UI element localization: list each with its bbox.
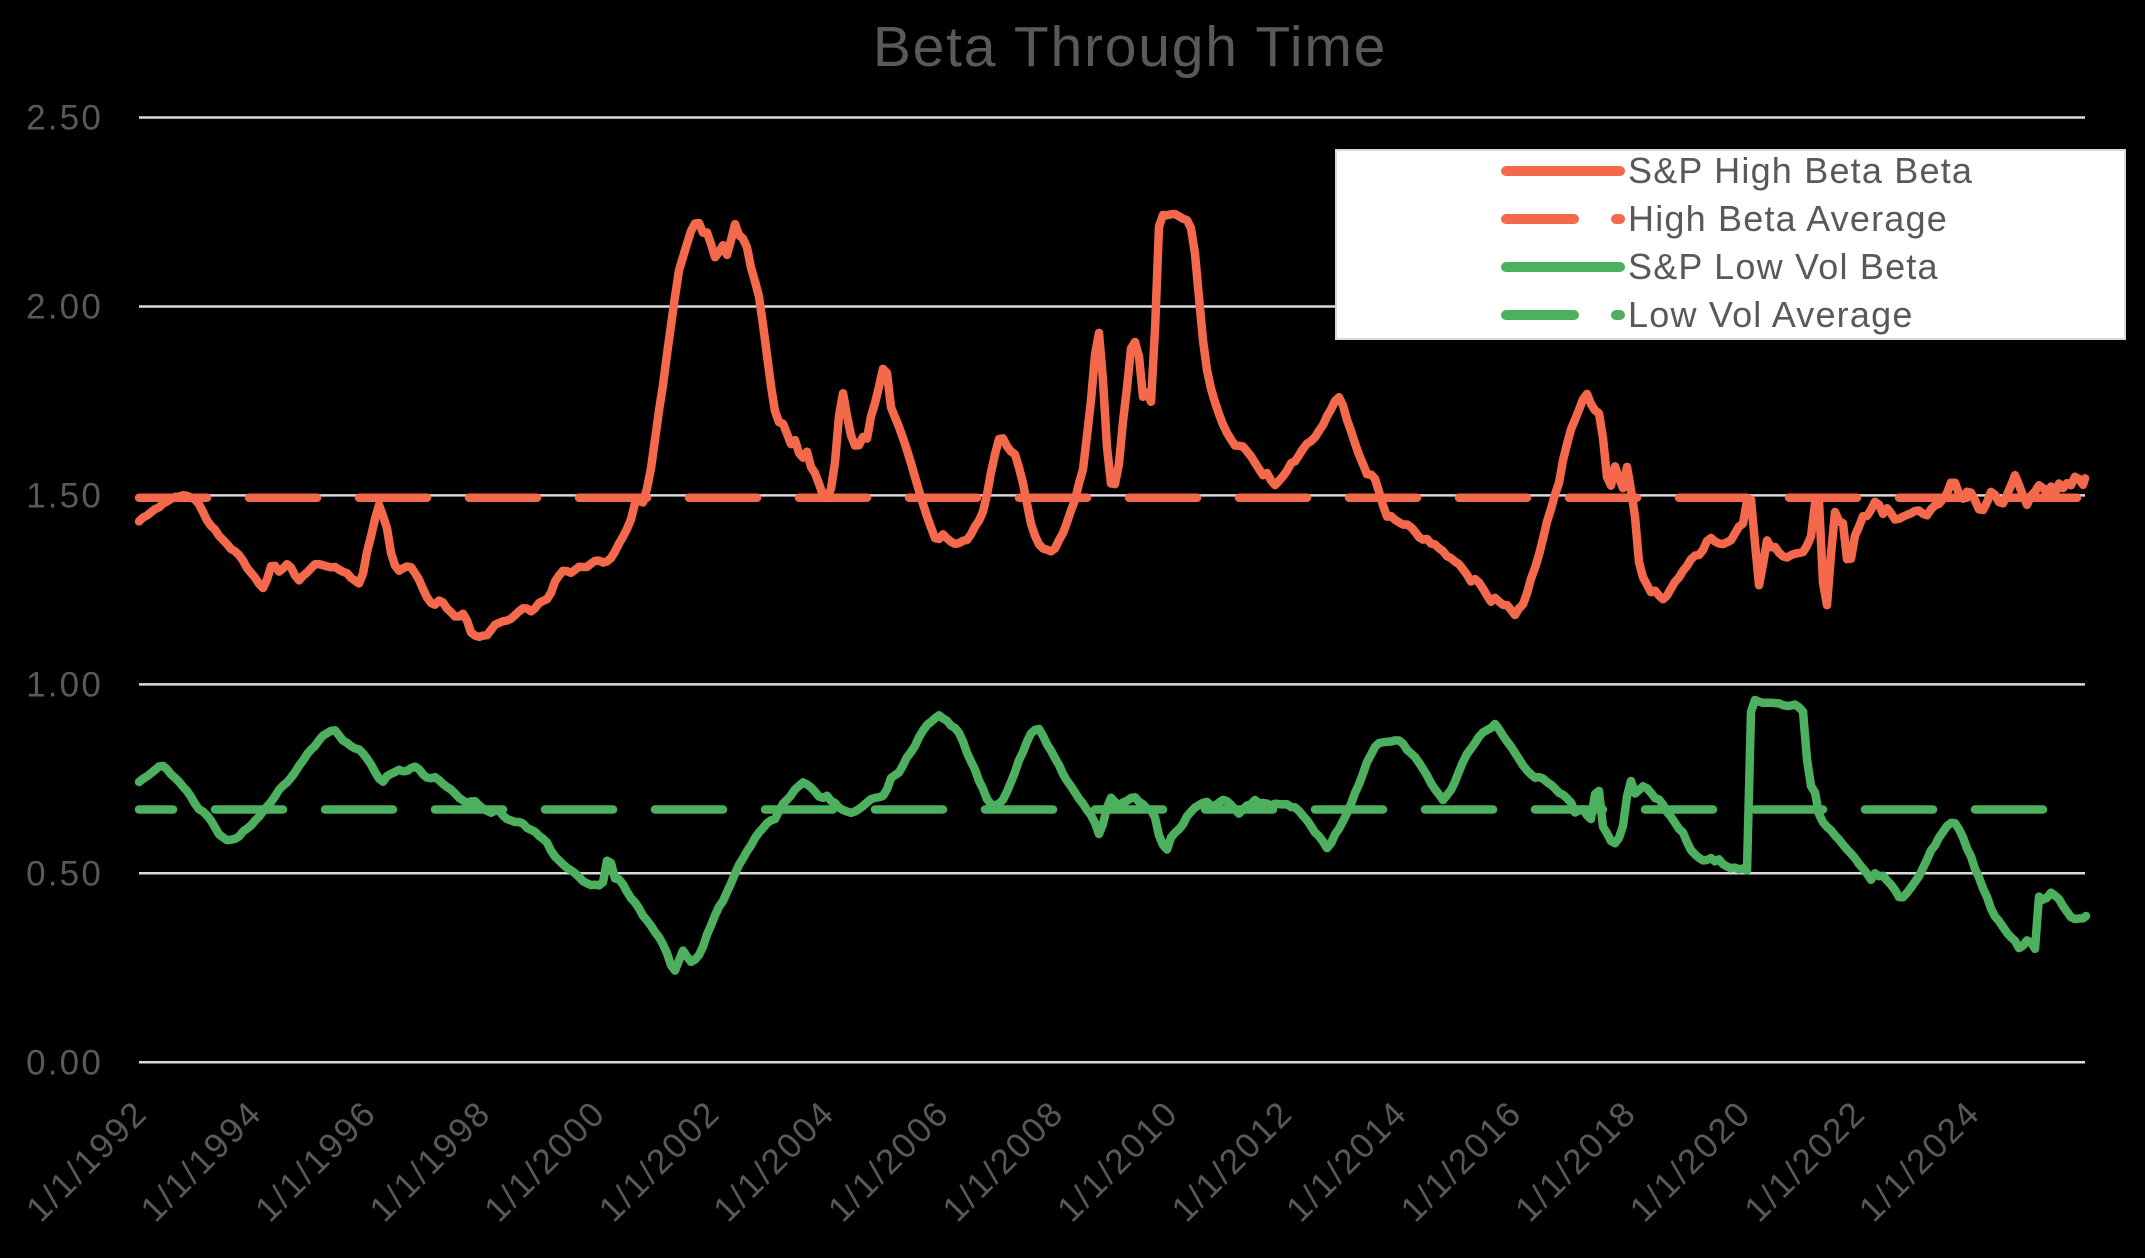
svg-text:S&P Low Vol Beta: S&P Low Vol Beta [1628,246,1939,287]
svg-text:1.50: 1.50 [26,476,103,515]
svg-text:High Beta Average: High Beta Average [1628,198,1948,239]
svg-text:2.50: 2.50 [26,99,103,138]
svg-text:S&P High Beta Beta: S&P High Beta Beta [1628,150,1973,191]
svg-text:Beta Through Time: Beta Through Time [873,15,1387,79]
svg-text:Low Vol Average: Low Vol Average [1628,294,1914,335]
svg-text:0.00: 0.00 [26,1043,103,1082]
svg-text:1.00: 1.00 [26,665,103,704]
svg-text:2.00: 2.00 [26,288,103,327]
svg-text:0.50: 0.50 [26,854,103,893]
